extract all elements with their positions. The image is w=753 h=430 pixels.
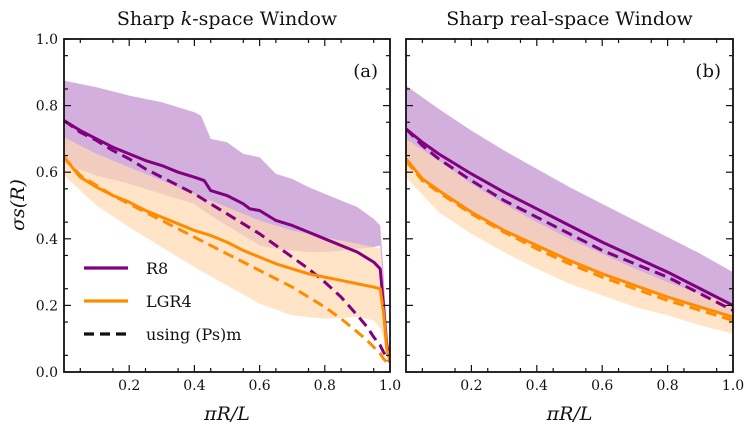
x-axis-label: πR/L <box>546 403 593 425</box>
x-tick-label: 0.2 <box>118 378 140 394</box>
y-tick-label: 0.4 <box>36 232 58 248</box>
y-tick-label: 1.0 <box>36 32 58 48</box>
y-axis-label: σs(R) <box>7 179 29 231</box>
series-r8-using-ps-m <box>64 119 390 363</box>
x-axis-label: πR/L <box>203 403 250 425</box>
panel-a: 0.2 0.4 0.6 0.8 1.0 0.0 0.2 0.4 0.6 0.8 1.0 Sharp k… <box>36 8 401 425</box>
series-r8 <box>64 119 390 360</box>
y-tick-label: 0.2 <box>36 298 58 314</box>
chart-title: Sharp k-space Window <box>117 8 338 30</box>
x-tick-label: 0.6 <box>248 378 270 394</box>
x-tick-label: 0.4 <box>526 378 548 394</box>
panel-label: (b) <box>695 61 721 82</box>
x-tick-label: 1.0 <box>722 378 744 394</box>
x-tick-label: 0.8 <box>314 378 336 394</box>
plot-frame <box>63 38 391 373</box>
band-lgr4-spread <box>406 138 733 334</box>
y-tick-label: 0.8 <box>36 99 58 115</box>
y-tick-label: 0.0 <box>36 365 58 381</box>
ticks <box>406 38 734 373</box>
y-tick-label: 0.6 <box>36 165 58 181</box>
legend-label: R8 <box>146 259 168 278</box>
series-lgr4-using-ps-m <box>406 159 733 322</box>
x-tick-label: 0.6 <box>591 378 613 394</box>
band-lgr4-spread <box>64 137 390 366</box>
panel-b: 0.2 0.4 0.6 0.8 1.0 Sharp real-space Window (b… <box>405 8 744 425</box>
ticks <box>64 38 391 373</box>
series-lgr4-using-ps-m <box>64 156 390 367</box>
series-r8-using-ps-m <box>406 127 733 312</box>
panel-label: (a) <box>353 61 378 82</box>
legend: R8 LGR4 using (Ps)m <box>84 259 241 344</box>
band-r8-spread <box>406 85 733 318</box>
legend-label: LGR4 <box>146 292 192 311</box>
chart-title: Sharp real-space Window <box>446 8 693 30</box>
x-tick-label: 0.2 <box>460 378 482 394</box>
x-tick-label: 0.4 <box>183 378 205 394</box>
series-r8 <box>406 127 733 307</box>
x-tick-label: 1.0 <box>379 378 401 394</box>
x-tick-label: 0.8 <box>656 378 678 394</box>
plot-frame <box>405 38 734 373</box>
legend-label: using (Ps)m <box>146 325 241 344</box>
